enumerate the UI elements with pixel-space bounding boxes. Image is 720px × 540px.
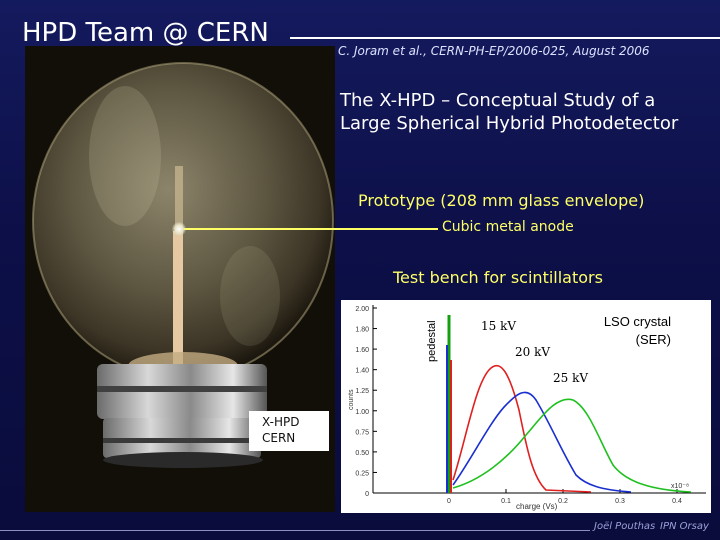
y-axis-title: counts — [348, 389, 355, 410]
paper-title: The X-HPD – Conceptual Study of a Large … — [340, 89, 678, 135]
x-tick-label: 0.2 — [558, 498, 568, 505]
anode-caption: Cubic metal anode — [442, 219, 574, 235]
charge-spectrum-plot: 2.00 1.80 1.60 1.40 1.25 1.00 0.75 0.50 0.25 0 0 0… — [341, 300, 711, 513]
x-axis-title: charge (Vs) — [516, 502, 558, 511]
paper-title-line-1: The X-HPD – Conceptual Study of a — [340, 90, 656, 111]
y-tick-label: 0.50 — [355, 450, 369, 457]
y-tick-label: 1.80 — [355, 327, 369, 334]
pedestal-label: pedestal — [426, 320, 438, 362]
slide-title: HPD Team @ CERN — [22, 18, 269, 48]
photo-label-line-2: CERN — [262, 431, 296, 445]
photo-label: X-HPD CERN — [249, 411, 329, 451]
y-tick-label: 1.25 — [355, 388, 369, 395]
curve-20kv — [452, 391, 632, 493]
footer-divider — [0, 530, 590, 531]
x-tick-label: 0.3 — [615, 498, 625, 505]
label-20kv: 20 kV — [515, 345, 550, 359]
x-axis-exponent: x10⁻⁸ — [671, 483, 689, 490]
footer-author: Joël Pouthas — [594, 521, 656, 532]
y-tick-label: 1.00 — [355, 409, 369, 416]
y-tick-label: 1.40 — [355, 368, 369, 375]
x-tick-label: 0.1 — [501, 498, 511, 505]
prototype-caption: Prototype (208 mm glass envelope) — [358, 191, 645, 210]
test-bench-caption: Test bench for scintillators — [393, 268, 603, 287]
curve-25kv — [452, 398, 692, 493]
anode-pointer-line — [178, 228, 438, 230]
curve-15kv — [452, 364, 592, 493]
x-tick-label: 0 — [447, 498, 451, 505]
legend-line-1: LSO crystal — [604, 314, 671, 329]
label-25kv: 25 kV — [553, 371, 588, 385]
anode-stem — [173, 231, 183, 371]
label-15kv: 15 kV — [481, 319, 516, 333]
header-divider — [290, 37, 720, 39]
xhpd-photo — [25, 46, 335, 512]
y-tick-label: 0.25 — [355, 470, 369, 477]
y-tick-label: 2.00 — [355, 306, 369, 313]
spectrum-svg: 2.00 1.80 1.60 1.40 1.25 1.00 0.75 0.50 0.25 0 0 0… — [341, 300, 711, 513]
citation: C. Joram et al., CERN-PH-EP/2006-025, Au… — [338, 44, 650, 58]
anode-pointer-dot — [172, 222, 186, 236]
y-tick-label: 1.60 — [355, 347, 369, 354]
paper-title-line-2: Large Spherical Hybrid Photodetector — [340, 113, 679, 134]
photo-label-line-1: X-HPD — [262, 415, 300, 429]
footer-institute: IPN Orsay — [660, 521, 709, 532]
y-tick-label: 0 — [365, 491, 369, 498]
legend-line-2: (SER) — [636, 332, 671, 347]
bulb-illustration — [25, 46, 335, 512]
x-tick-label: 0.4 — [672, 498, 682, 505]
y-tick-label: 0.75 — [355, 429, 369, 436]
